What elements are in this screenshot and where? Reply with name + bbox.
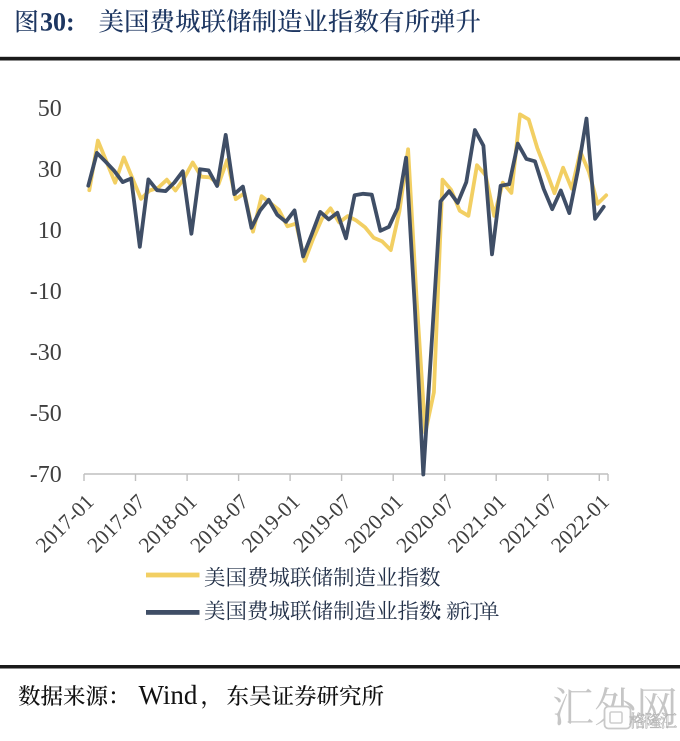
svg-text:50: 50 <box>38 96 62 122</box>
svg-text:30: 30 <box>38 157 62 183</box>
svg-text:Wind: Wind <box>139 680 198 710</box>
svg-text:10: 10 <box>38 218 62 244</box>
svg-text:-10: -10 <box>30 279 62 305</box>
svg-text:-30: -30 <box>30 340 62 366</box>
svg-text:30:: 30: <box>40 8 75 37</box>
svg-text::: : <box>436 599 442 624</box>
svg-text:-70: -70 <box>30 462 62 488</box>
svg-text:-50: -50 <box>30 401 62 427</box>
